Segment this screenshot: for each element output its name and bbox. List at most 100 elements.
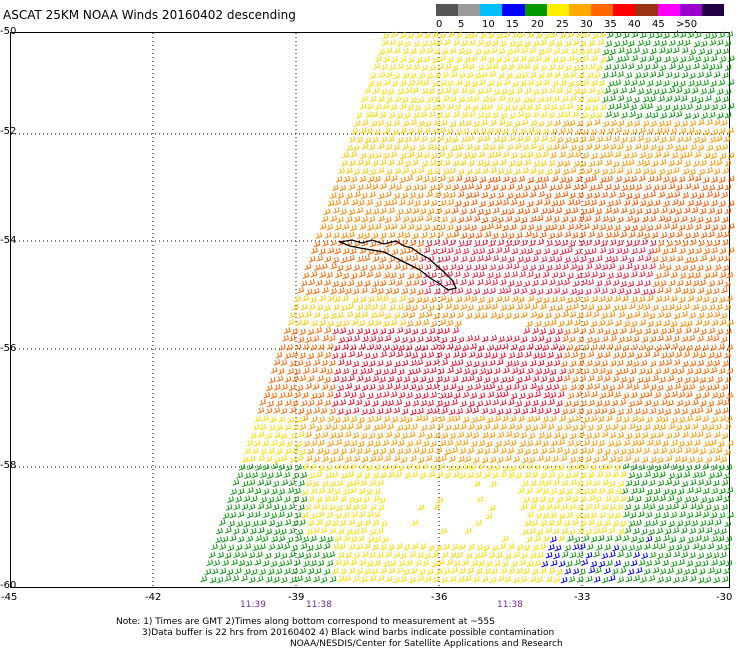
wind-barb — [369, 479, 377, 487]
wind-barb — [567, 55, 575, 62]
wind-barb — [285, 559, 293, 566]
wind-barb — [431, 248, 438, 256]
wind-barb — [617, 576, 625, 584]
wind-barb — [613, 183, 620, 191]
wind-barb — [552, 383, 560, 391]
wind-barb — [396, 136, 404, 144]
wind-barb — [563, 111, 571, 118]
wind-barb — [511, 247, 519, 255]
wind-barb — [697, 144, 705, 151]
wind-barb — [414, 319, 422, 327]
wind-barb — [433, 312, 440, 320]
wind-barb — [457, 576, 465, 583]
wind-barb — [676, 39, 684, 47]
wind-barb — [707, 542, 715, 550]
wind-barb — [473, 240, 481, 248]
wind-barb — [293, 559, 301, 566]
wind-barb — [474, 383, 481, 390]
wind-barb — [567, 199, 575, 206]
wind-barb — [475, 423, 483, 431]
wind-barb — [342, 223, 350, 230]
wind-barb — [336, 431, 344, 439]
wind-barb — [636, 279, 644, 287]
wind-barb — [370, 120, 378, 127]
wind-barb — [511, 55, 519, 63]
wind-barb — [387, 159, 395, 166]
wind-barb — [444, 183, 452, 191]
wind-barb — [625, 479, 633, 487]
wind-barb — [425, 454, 433, 462]
wind-barb — [705, 407, 713, 414]
wind-barb — [418, 120, 425, 128]
wind-barb — [423, 32, 431, 39]
wind-barb — [556, 183, 563, 191]
wind-barb — [385, 96, 393, 104]
wind-barb — [702, 463, 710, 470]
wind-barb — [381, 39, 389, 46]
wind-barb — [683, 471, 691, 478]
wind-barb — [673, 551, 681, 558]
wind-barb — [262, 511, 270, 519]
wind-barb — [234, 567, 242, 575]
wind-barb — [686, 344, 693, 352]
wind-barb — [723, 135, 731, 143]
wind-barb — [430, 320, 438, 328]
wind-barb — [633, 504, 640, 511]
wind-barb — [411, 304, 418, 312]
wind-barb — [267, 400, 274, 408]
wind-barb — [342, 488, 350, 496]
wind-barb — [625, 168, 633, 175]
wind-barb — [638, 175, 646, 182]
wind-barb — [563, 278, 570, 286]
wind-barb — [419, 375, 427, 383]
wind-barb — [321, 455, 329, 463]
wind-barb — [346, 480, 353, 488]
wind-barb — [559, 31, 566, 39]
wind-barb — [726, 295, 733, 302]
wind-barb — [719, 415, 726, 422]
wind-barb — [580, 447, 587, 454]
wind-barb — [487, 176, 495, 184]
wind-barb — [700, 254, 708, 262]
wind-barb — [441, 432, 449, 439]
wind-barb — [588, 399, 595, 407]
wind-barb — [530, 382, 537, 390]
wind-barb — [694, 415, 702, 422]
wind-barb — [656, 384, 664, 392]
wind-barb — [593, 383, 600, 390]
wind-barb — [446, 343, 454, 350]
wind-barb — [471, 416, 478, 424]
wind-barb — [237, 511, 245, 518]
wind-barb — [446, 464, 454, 472]
wind-barb — [724, 207, 732, 215]
wind-barb — [671, 152, 678, 159]
wind-barb — [598, 343, 606, 351]
wind-barb — [479, 176, 487, 183]
wind-barb — [515, 40, 523, 48]
wind-barb — [675, 472, 683, 479]
wind-barb — [569, 456, 576, 464]
wind-barb — [628, 184, 635, 191]
wind-barb — [617, 550, 624, 558]
wind-barb — [430, 199, 438, 207]
wind-barb — [281, 479, 288, 486]
wind-barb — [361, 384, 369, 392]
wind-barb — [443, 327, 450, 335]
wind-barb — [697, 312, 705, 319]
wind-barb — [664, 311, 672, 319]
wind-barb — [401, 408, 409, 415]
wind-barb — [582, 344, 590, 351]
wind-barb — [350, 536, 357, 543]
wind-barb — [687, 127, 695, 134]
wind-barb — [693, 439, 701, 446]
wind-barb — [528, 456, 536, 464]
wind-barb — [319, 366, 327, 374]
wind-barb — [638, 246, 646, 254]
wind-barb — [549, 368, 557, 376]
wind-barb — [323, 542, 331, 550]
wind-barb — [548, 232, 556, 240]
wind-barb — [674, 383, 681, 390]
wind-barb — [655, 127, 663, 135]
wind-barb — [535, 224, 542, 232]
wind-barb — [694, 151, 702, 158]
